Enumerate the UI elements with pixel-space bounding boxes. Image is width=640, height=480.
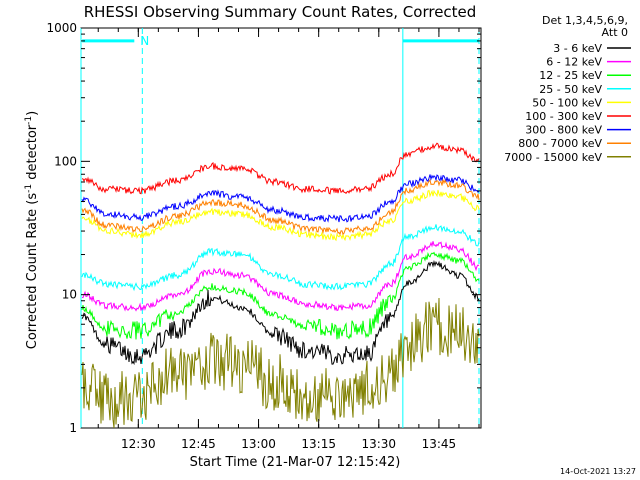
- legend-entry-label: 800 - 7000 keV: [518, 137, 602, 150]
- series-line: [81, 174, 480, 223]
- x-tick-label: 13:30: [361, 437, 396, 451]
- legend-entry-label: 25 - 50 keV: [539, 83, 602, 96]
- series-line: [81, 142, 480, 195]
- series-line: [81, 259, 480, 366]
- y-tick-label: 1000: [46, 21, 77, 35]
- series-line: [81, 178, 480, 236]
- series-line: [81, 224, 480, 292]
- series-line: [81, 189, 480, 242]
- y-tick-label: 100: [54, 154, 77, 168]
- legend-entry-label: 300 - 800 keV: [525, 124, 602, 137]
- attenuator-label: N: [140, 34, 149, 48]
- series-marks: N: [80, 28, 480, 429]
- x-tick-label: 12:30: [121, 437, 156, 451]
- legend-entry-label: 12 - 25 keV: [539, 69, 602, 82]
- x-tick-label: 13:45: [422, 437, 457, 451]
- legend-entry-label: 3 - 6 keV: [553, 42, 602, 55]
- legend-entry-label: 7000 - 15000 keV: [504, 151, 602, 164]
- y-tick-label: 1: [69, 421, 77, 435]
- y-label-sup-1: -1: [24, 184, 34, 193]
- series-line: [81, 297, 480, 429]
- y-label-part-2: detector: [25, 124, 40, 184]
- y-label-sup-2: -1: [24, 116, 34, 125]
- y-label-part-3: ): [25, 111, 40, 116]
- legend-title-line-2: Att 0: [602, 26, 628, 39]
- x-tick-label: 13:00: [241, 437, 276, 451]
- chart-title: RHESSI Observing Summary Count Rates, Co…: [84, 3, 477, 21]
- y-label-part-1: Corrected Count Rate (s: [25, 193, 40, 350]
- x-axis-label: Start Time (21-Mar-07 12:15:42): [190, 455, 401, 470]
- series-line: [81, 251, 480, 340]
- series-line: [81, 241, 480, 312]
- legend-entry-label: 6 - 12 keV: [546, 56, 602, 69]
- legend-title-line-1: Det 1,3,4,5,6,9,: [542, 14, 628, 27]
- x-tick-label: 12:45: [181, 437, 216, 451]
- y-axis: 1 10 100 1000: [46, 21, 481, 435]
- y-tick-label: 10: [62, 288, 77, 302]
- x-tick-label: 13:15: [301, 437, 336, 451]
- legend-entry-label: 100 - 300 keV: [525, 110, 602, 123]
- timestamp: 14-Oct-2021 13:27: [560, 467, 636, 476]
- legend-entry-label: 50 - 100 keV: [532, 96, 602, 109]
- x-axis: 12:30 12:45 13:00 13:15 13:30 13:45: [97, 28, 480, 451]
- y-axis-label: Corrected Count Rate (s-1 detector-1): [24, 111, 40, 349]
